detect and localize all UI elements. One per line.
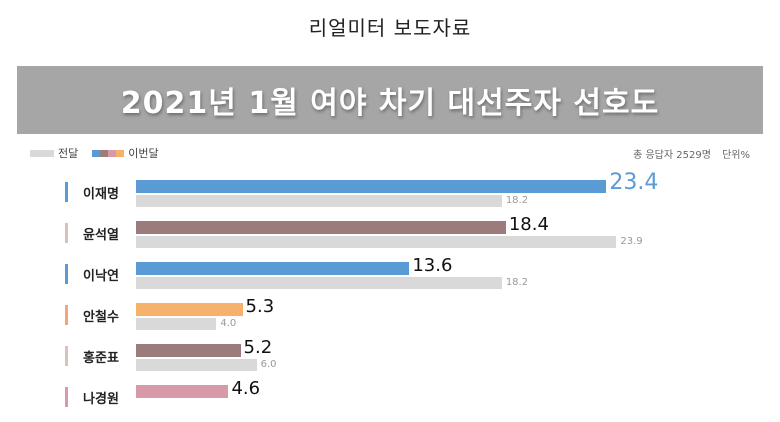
candidate-marker [65,223,68,243]
candidate-label: 이재명 [65,181,131,203]
candidate-label: 윤석열 [65,222,131,244]
chart-row: 윤석열 18.4 23.9 [0,214,780,258]
chart-row: 이낙연 13.6 18.2 [0,255,780,299]
bar-current [136,303,243,316]
value-current: 5.2 [243,337,273,358]
bar-previous [136,195,502,207]
bar-previous [136,277,502,289]
candidate-marker [65,182,68,202]
survey-meta: 총 응답자 2529명 단위% [625,146,750,161]
value-current: 5.3 [245,296,275,317]
chart-row: 나경원 4.6 [0,378,780,422]
chart-title: 2021년 1월 여야 차기 대선주자 선호도 [120,86,660,121]
candidate-name: 이재명 [83,186,119,202]
candidate-name: 안철수 [83,309,119,325]
bar-current [136,385,229,398]
chart-row: 이재명 23.4 18.2 [0,170,780,217]
chart-title-banner: 2021년 1월 여야 차기 대선주자 선호도 [17,66,763,134]
value-previous: 23.9 [620,236,643,247]
bar-current [136,180,607,193]
candidate-marker [65,305,68,325]
value-previous: 6.0 [260,359,277,370]
value-previous: 18.2 [505,277,529,288]
value-current: 18.4 [508,214,549,235]
document-title: 리얼미터 보도자료 [308,16,472,40]
candidate-marker [65,387,68,407]
value-current: 23.4 [609,170,659,195]
bar-previous [136,236,617,248]
candidate-name: 이낙연 [83,268,119,284]
candidate-marker [65,264,68,284]
legend-prev-swatch [30,149,54,157]
legend-cur-label: 이번달 [128,147,159,160]
value-previous: 18.2 [505,195,529,206]
bar-previous [136,359,257,371]
candidate-name: 나경원 [83,391,119,407]
bar-current [136,262,410,275]
candidate-marker [65,346,68,366]
value-previous: 4.0 [220,318,237,329]
candidate-label: 이낙연 [65,263,131,285]
legend: 전달 이번달 [30,145,159,161]
candidate-name: 윤석열 [83,227,119,243]
candidate-label: 안철수 [65,304,131,326]
value-current: 13.6 [412,255,453,276]
chart-row: 안철수 5.3 4.0 [0,296,780,340]
chart-row: 홍준표 5.2 6.0 [0,337,780,381]
legend-cur-swatch [92,149,125,157]
candidate-name: 홍준표 [83,350,119,366]
respondents-count: 총 응답자 2529명 [633,150,711,161]
unit-label: 단위% [722,150,750,161]
bar-current [136,344,241,357]
bar-previous [136,318,217,330]
value-current: 4.6 [231,378,261,399]
bar-current [136,221,506,234]
legend-prev-label: 전달 [58,147,79,160]
candidate-label: 나경원 [65,386,131,408]
candidate-label: 홍준표 [65,345,131,367]
